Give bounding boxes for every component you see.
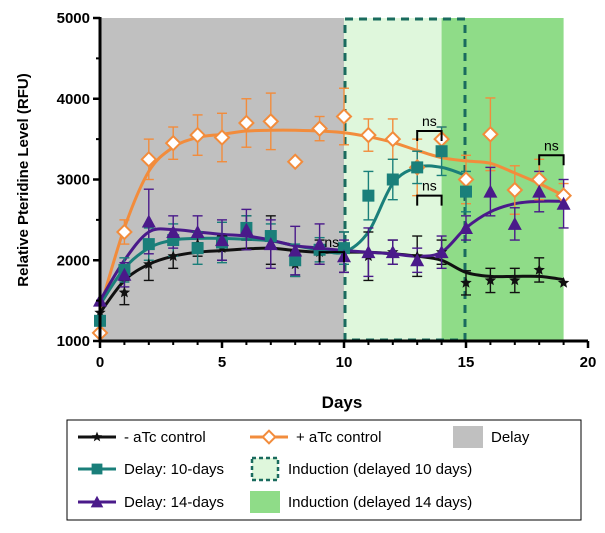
point-3-16	[483, 184, 498, 198]
point-2-7	[264, 230, 277, 243]
point-2-10	[338, 242, 350, 255]
point-0-19	[557, 276, 570, 288]
point-1-2	[140, 150, 158, 168]
point-1-6	[237, 114, 255, 132]
point-1-4	[189, 126, 207, 144]
y-tick-label-4: 5000	[57, 10, 90, 27]
point-2-14	[435, 145, 448, 158]
legend-label-6: Induction (delayed 14 days)	[288, 494, 472, 511]
ns-bracket-0	[318, 251, 345, 263]
legend-box	[66, 419, 582, 521]
point-3-3	[166, 224, 181, 238]
ns-bracket-3	[538, 154, 565, 166]
point-3-15	[459, 220, 473, 234]
y-tick-label-1: 2000	[57, 252, 90, 269]
legend-marker-0	[91, 431, 103, 442]
point-3-12	[385, 245, 400, 259]
point-3-11	[361, 245, 376, 259]
y-axis-label: Relative Pteridine Level (RFU)	[15, 73, 32, 286]
point-1-8	[286, 153, 304, 171]
point-3-8	[288, 243, 303, 257]
legend-marker-3	[91, 463, 103, 475]
point-3-4	[190, 224, 205, 238]
legend: - aTc control + aTc control Delay Delay: 10…	[66, 419, 582, 521]
y-tick-label-2: 3000	[57, 172, 90, 189]
point-1-9	[311, 120, 329, 138]
legend-label-5: Delay: 14-days	[124, 494, 224, 511]
legend-label-0: - aTc control	[124, 429, 206, 446]
point-3-9	[312, 237, 327, 251]
point-0-16	[484, 274, 497, 286]
ns-label-1: ns	[422, 113, 437, 129]
ns-label-3: ns	[544, 137, 559, 153]
x-tick-label-1: 5	[218, 354, 226, 371]
point-2-2	[142, 238, 155, 251]
point-2-12	[386, 173, 399, 186]
point-1-12	[384, 130, 402, 148]
legend-swatch-6	[250, 491, 280, 513]
point-3-6	[239, 222, 254, 236]
y-tick-label-3: 4000	[57, 91, 90, 108]
x-tick-label-3: 15	[458, 354, 475, 371]
ns-label-2: ns	[422, 178, 437, 194]
point-0-3	[167, 250, 179, 262]
legend-marker-5	[90, 495, 104, 508]
point-2-13	[411, 161, 424, 174]
point-1-1	[115, 223, 133, 241]
point-1-17	[506, 181, 524, 199]
significance-annotations: ns ns ns ns	[318, 113, 565, 263]
legend-label-2: Delay	[491, 429, 530, 446]
legend-label-1: + aTc control	[296, 429, 381, 446]
data-markers	[91, 108, 573, 342]
x-axis-label: Days	[322, 393, 363, 412]
x-tick-label-2: 10	[336, 354, 353, 371]
point-0-17	[509, 274, 521, 286]
point-1-7	[262, 112, 280, 130]
point-1-5	[213, 129, 231, 146]
point-3-2	[141, 214, 156, 228]
point-0-15	[460, 276, 472, 288]
point-2-11	[362, 189, 375, 202]
point-3-7	[263, 237, 278, 251]
legend-label-3: Delay: 10-days	[124, 461, 224, 478]
point-3-14	[434, 245, 449, 259]
point-1-3	[164, 134, 182, 152]
legend-swatch-4	[250, 456, 280, 482]
x-tick-label-4: 20	[580, 354, 597, 371]
ns-bracket-2	[416, 194, 443, 206]
point-1-10	[335, 108, 353, 125]
ns-label-0: ns	[324, 234, 339, 250]
region-0	[100, 18, 344, 341]
y-tick-label-0: 1000	[57, 333, 90, 350]
point-3-18	[532, 184, 547, 198]
legend-swatch-2	[453, 426, 483, 448]
point-1-16	[481, 125, 499, 143]
legend-label-4: Induction (delayed 10 days)	[288, 461, 472, 478]
point-3-13	[410, 253, 425, 267]
point-2-4	[191, 242, 204, 255]
point-2-15	[460, 185, 472, 198]
axes: 1000 2000 3000 4000 5000 0 5 10 15 20	[57, 10, 597, 371]
point-0-18	[533, 263, 545, 275]
point-0-2	[143, 258, 155, 270]
ns-bracket-1	[416, 130, 443, 142]
point-1-11	[359, 126, 377, 144]
point-3-19	[556, 196, 571, 210]
point-0-1	[118, 286, 131, 298]
x-tick-label-0: 0	[96, 354, 104, 371]
point-3-5	[215, 233, 229, 247]
legend-marker-1	[261, 429, 277, 445]
point-3-1	[117, 267, 132, 281]
point-2-8	[289, 254, 302, 267]
point-3-17	[507, 216, 522, 230]
